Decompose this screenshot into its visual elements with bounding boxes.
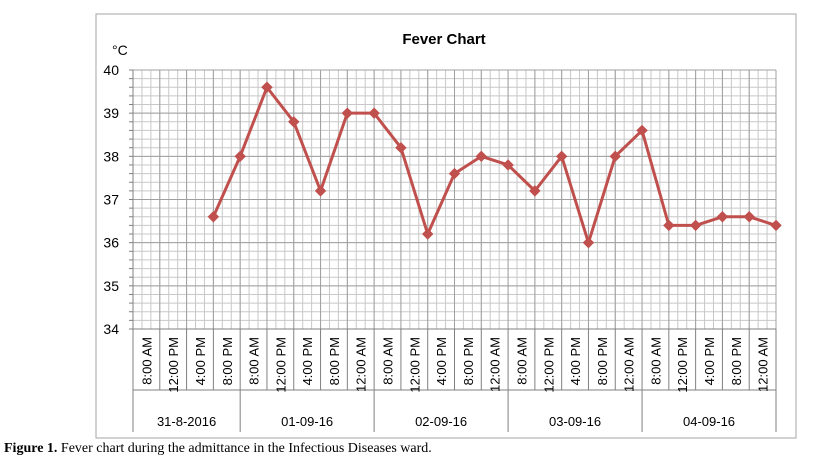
axes	[129, 69, 777, 432]
x-tick-label: 12:00 PM	[273, 337, 288, 393]
data-point-marker	[422, 228, 434, 240]
data-point-marker	[234, 150, 246, 163]
x-tick-label: 12:00 AM	[622, 337, 637, 392]
x-tick-label: 12:00 AM	[354, 337, 369, 392]
y-tick-labels: 34 35 36 37 38 39 40	[103, 62, 119, 337]
x-tick-label: 4:00 PM	[702, 337, 717, 385]
x-tick-labels: 8:00 AM 12:00 PM 4:00 PM 8:00 PM 8:00 AM 12:0…	[139, 337, 770, 393]
x-tick-label: 8:00 AM	[514, 337, 529, 385]
x-tick-label: 8:00 PM	[327, 337, 342, 385]
x-tick-label: 8:00 PM	[595, 337, 610, 385]
data-point-marker	[448, 167, 461, 180]
x-tick-label: 12:00 PM	[166, 337, 181, 393]
temperature-series	[207, 81, 782, 249]
x-tick-label: 8:00 AM	[381, 337, 396, 385]
y-tick-label: 36	[103, 235, 119, 251]
data-point-marker	[341, 107, 354, 119]
figure-caption-label: Figure 1.	[4, 441, 58, 456]
fever-chart: Fever Chart °C 34 35 36 37 38 39 40 8:00 AM 12:…	[95, 13, 797, 439]
x-tick-label: 8:00 AM	[247, 337, 262, 385]
x-tick-label: 8:00 AM	[648, 337, 663, 385]
x-tick-label: 8:00 AM	[139, 337, 154, 385]
y-tick-label: 37	[103, 192, 119, 208]
date-group-label: 01-09-16	[281, 414, 333, 429]
data-point-marker	[261, 81, 273, 93]
x-tick-label: 12:00 PM	[407, 337, 422, 393]
data-point-marker	[636, 124, 648, 137]
date-group-label: 03-09-16	[549, 414, 601, 429]
data-point-marker	[770, 219, 782, 232]
y-tick-label: 38	[103, 148, 119, 164]
x-tick-label: 12:00 AM	[756, 337, 771, 392]
x-tick-label: 4:00 PM	[193, 337, 208, 385]
series-line	[212, 85, 777, 245]
x-tick-label: 8:00 PM	[220, 337, 235, 385]
x-tick-label: 12:00 PM	[675, 337, 690, 393]
y-tick-label: 35	[103, 278, 119, 294]
x-tick-label: 8:00 PM	[729, 337, 744, 385]
data-point-marker	[207, 211, 220, 223]
y-tick-label: 40	[103, 62, 119, 78]
x-tick-label: 4:00 PM	[568, 337, 583, 385]
date-group-label: 31-8-2016	[157, 414, 216, 429]
data-point-marker	[743, 211, 755, 223]
data-point-marker	[529, 185, 541, 197]
x-tick-label: 4:00 PM	[434, 337, 449, 385]
data-point-marker	[689, 219, 702, 232]
date-group-label: 02-09-16	[415, 414, 467, 429]
date-group-label: 04-09-16	[683, 414, 735, 429]
figure-caption-text: Fever chart during the admittance in the…	[57, 441, 432, 456]
data-point-marker	[314, 185, 327, 197]
y-tick-label: 39	[103, 105, 119, 121]
data-point-marker	[609, 150, 621, 163]
data-point-marker	[663, 219, 675, 232]
y-tick-label: 34	[103, 321, 119, 337]
chart-title: Fever Chart	[402, 31, 485, 48]
data-point-marker	[502, 159, 514, 171]
figure-caption: Figure 1. Fever chart during the admitta…	[4, 441, 820, 457]
x-tick-label: 12:00 AM	[488, 337, 503, 392]
data-point-marker	[582, 236, 595, 249]
x-tick-label: 8:00 PM	[461, 337, 476, 385]
y-axis-unit-label: °C	[112, 42, 128, 58]
x-tick-label: 12:00 PM	[541, 337, 556, 393]
data-point-marker	[368, 107, 380, 119]
date-group-labels: 31-8-2016 01-09-16 02-09-16 03-09-16 04-09-1…	[157, 414, 735, 429]
data-point-marker	[395, 141, 407, 154]
data-point-marker	[475, 150, 487, 163]
data-point-marker	[288, 116, 300, 128]
data-point-marker	[716, 211, 729, 223]
data-point-marker	[555, 150, 568, 163]
x-tick-label: 4:00 PM	[300, 337, 315, 385]
